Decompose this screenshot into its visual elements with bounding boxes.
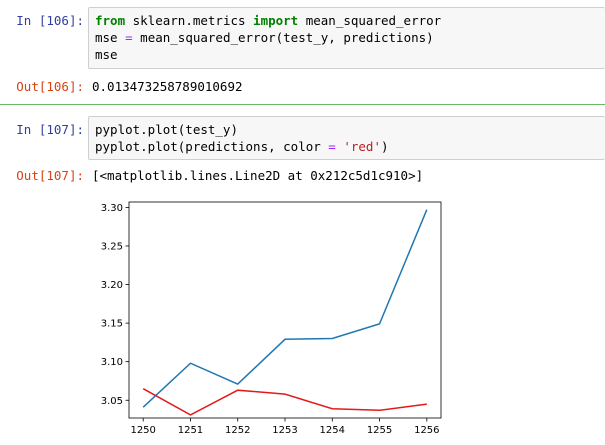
- code-token: sklearn.metrics: [125, 13, 254, 28]
- code-token: mean_squared_error(test_y, predictions): [132, 30, 434, 45]
- code-token: ): [381, 139, 389, 154]
- x-tick-label: 1256: [414, 425, 439, 436]
- cell-divider: [0, 104, 605, 105]
- code-token: from: [95, 13, 126, 28]
- code-line: pyplot.plot(test_y): [95, 121, 599, 138]
- output-text-106: 0.013473258789010692: [92, 79, 243, 94]
- code-token: import: [253, 13, 299, 28]
- x-tick-label: 1254: [320, 425, 345, 436]
- line-plot: 1250 1251 1252 1253 1254 1255 1256 3.05 3.10 3.15…: [101, 201, 442, 436]
- out-prompt-107: Out[107]:: [16, 168, 84, 183]
- y-tick-label: 3.25: [101, 241, 123, 252]
- code-token: =: [328, 139, 336, 154]
- x-tick-label: 1255: [367, 425, 392, 436]
- series-line-1: [142, 388, 427, 416]
- code-line: mse: [95, 46, 599, 63]
- y-tick-label: 3.15: [101, 319, 123, 330]
- out-prompt-106: Out[106]:: [16, 79, 84, 94]
- code-token: pyplot.plot(predictions, color: [95, 139, 329, 154]
- code-line: from sklearn.metrics import mean_squared…: [95, 12, 599, 29]
- y-tick-label: 3.20: [101, 280, 123, 291]
- code-line: mse = mean_squared_error(test_y, predict…: [95, 29, 599, 46]
- code-token: mse: [95, 47, 118, 62]
- x-tick-label: 1252: [225, 425, 250, 436]
- y-tick-label: 3.05: [101, 396, 123, 407]
- x-tick-label: 1253: [272, 425, 297, 436]
- series-line-0: [142, 209, 428, 408]
- code-input-106[interactable]: from sklearn.metrics import mean_squared…: [88, 7, 605, 69]
- x-tick-label: 1250: [130, 425, 155, 436]
- in-prompt-106: In [106]:: [16, 13, 84, 28]
- code-input-107[interactable]: pyplot.plot(test_y) pyplot.plot(predictio…: [88, 116, 605, 160]
- code-token: 'red': [343, 139, 381, 154]
- code-token: =: [125, 30, 133, 45]
- code-line: pyplot.plot(predictions, color = 'red'): [95, 138, 599, 155]
- plot-frame: [128, 201, 442, 419]
- y-tick-label: 3.10: [101, 357, 123, 368]
- output-text-107: [<matplotlib.lines.Line2D at 0x212c5d1c9…: [92, 168, 424, 183]
- y-tick-label: 3.30: [101, 203, 123, 214]
- code-token: mse: [95, 30, 126, 45]
- x-tick-label: 1251: [178, 425, 203, 436]
- code-token: mean_squared_error: [298, 13, 442, 28]
- code-token: pyplot.plot(test_y): [95, 122, 238, 137]
- in-prompt-107: In [107]:: [16, 122, 84, 137]
